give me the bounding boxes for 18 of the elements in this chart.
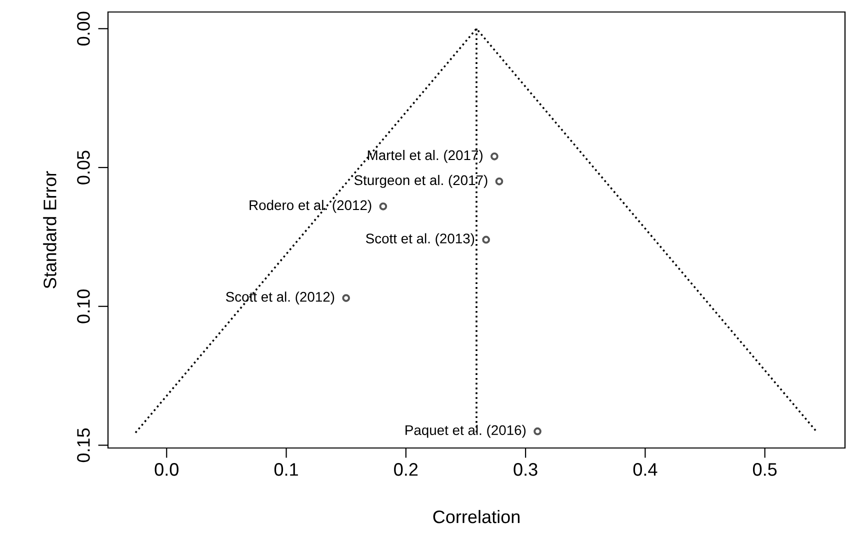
x-tick-label: 0.0 <box>154 463 178 476</box>
x-tick-label: 0.5 <box>752 463 777 476</box>
y-axis-title: Standard Error <box>43 171 56 288</box>
x-tick-label: 0.1 <box>274 463 298 476</box>
y-tick-label: 0.15 <box>77 428 90 462</box>
x-tick-label: 0.3 <box>514 463 538 476</box>
x-axis-title: Correlation <box>433 510 520 524</box>
y-tick-label: 0.00 <box>77 12 90 46</box>
annotation: Scott et al. (2012) <box>226 292 334 305</box>
annotation: Sturgeon et al. (2017) <box>354 174 488 188</box>
annotation: Scott et al. (2013) <box>366 233 474 246</box>
annotation: Martel et al. (2017) <box>368 150 482 163</box>
x-tick-label: 0.4 <box>633 463 658 476</box>
y-tick-label: 0.10 <box>77 290 90 324</box>
y-tick-label: 0.05 <box>77 150 90 184</box>
x-tick-label: 0.2 <box>394 463 418 476</box>
annotation: Rodero et al. (2012) <box>250 200 372 213</box>
annotation: Paquet et al. (2016) <box>406 424 526 438</box>
